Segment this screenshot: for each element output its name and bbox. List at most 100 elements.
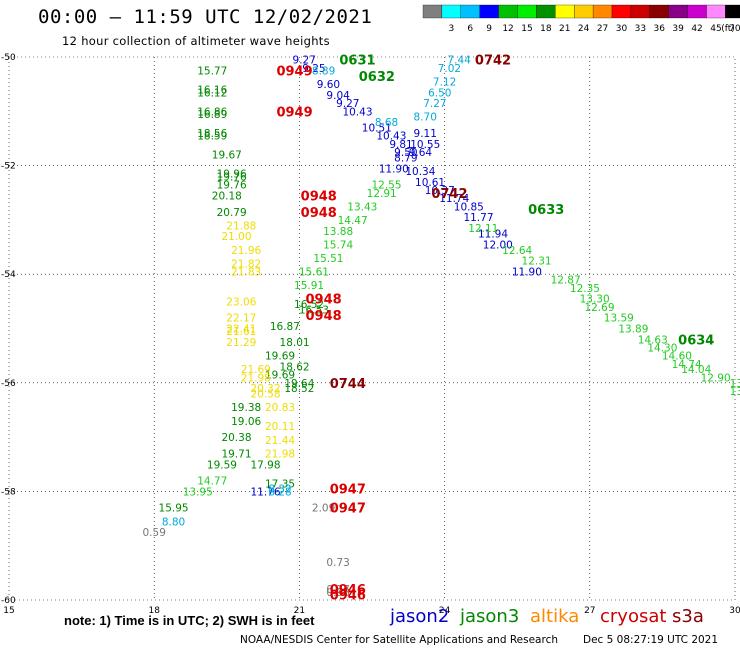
data-point-label: 18.59 <box>197 131 227 143</box>
data-point-label: 13.89 <box>618 324 648 336</box>
pass-time-label: 0631 <box>339 54 375 69</box>
chart-subtitle: 12 hour collection of altimeter wave hei… <box>62 34 330 48</box>
data-point-label: 9.04 <box>326 90 350 102</box>
data-point-label: 11.94 <box>478 228 508 240</box>
pass-time-label: 0742 <box>475 54 511 69</box>
data-point-label: 21.96 <box>231 245 261 257</box>
data-point-label: 12.31 <box>522 256 552 268</box>
data-point-label: 12.91 <box>367 188 397 200</box>
data-point-label: 21.82 <box>231 258 261 270</box>
colorbar-bin <box>706 4 726 19</box>
data-point-label: 13.95 <box>183 486 213 498</box>
data-point-label: 19.96 <box>217 169 247 181</box>
data-point-label: 21.29 <box>226 337 256 349</box>
data-point-label: 12.35 <box>570 283 600 295</box>
colorbar-bin <box>630 4 650 19</box>
pass-time-label: 0633 <box>528 203 564 218</box>
data-point-label: 21.44 <box>265 435 295 447</box>
data-point-label: 10.61 <box>415 177 445 189</box>
data-point-label: 19.06 <box>231 416 261 428</box>
pass-time-label: 0634 <box>678 333 714 348</box>
data-point-label: 7.02 <box>438 63 461 75</box>
data-point-label: 14.30 <box>647 343 677 355</box>
footnote: note: 1) Time is in UTC; 2) SWH is in fe… <box>64 613 315 628</box>
data-point-label: 13.88 <box>323 226 353 238</box>
colorbar-label: 27 <box>597 24 608 34</box>
data-point-label: 12.90 <box>701 372 731 384</box>
colorbar: 3 6 9 12 15 18 21 24 27 30 33 36 39 42 45 70(ft) <box>422 4 740 34</box>
data-point-label: 20.32 <box>250 383 280 395</box>
pass-time-label: 0947 <box>330 483 366 498</box>
data-point-label: 23.06 <box>226 296 256 308</box>
data-point-label: 15.95 <box>159 503 189 515</box>
data-point-label: 8.80 <box>162 516 185 528</box>
legend-jason3: jason3 <box>460 606 520 627</box>
data-point-label: 19.64 <box>284 378 314 390</box>
data-point-label: 16.86 <box>197 106 227 118</box>
colorbar-label: 3 <box>448 24 454 34</box>
colorbar-label: 12 <box>502 24 513 34</box>
x-tick-label: 15 <box>3 606 14 616</box>
data-point-label: 20.11 <box>265 421 295 433</box>
colorbar-label: 18 <box>540 24 552 34</box>
legend-jason2: jason2 <box>390 606 450 627</box>
data-point-label: 12.00 <box>483 239 513 251</box>
colorbar-label: 39 <box>672 24 684 34</box>
data-point-label: 14.60 <box>662 351 692 363</box>
data-point-label: 10.34 <box>405 166 435 178</box>
data-point-label: 14.47 <box>338 215 368 227</box>
plot-frame <box>8 56 736 601</box>
pass-time-label: 0946 <box>330 583 366 598</box>
data-point-label: 21.98 <box>265 448 295 460</box>
data-point-label: 20.58 <box>250 389 280 401</box>
colorbar-label: 70 <box>729 24 740 34</box>
data-point-label: 19.59 <box>207 459 237 471</box>
pass-time-label: 0744 <box>330 377 366 392</box>
data-point-label: 15.91 <box>294 280 324 292</box>
chart-title: 00:00 – 11:59 UTC 12/02/2021 <box>38 6 373 28</box>
data-point-label: 11.76 <box>250 486 280 498</box>
axis-frame <box>8 56 736 601</box>
data-point-label: 17.98 <box>250 459 280 471</box>
colorbar-label: 24 <box>578 24 590 34</box>
data-point-label: 16.16 <box>197 85 227 97</box>
data-point-label: 20.83 <box>265 402 295 414</box>
data-point-label: 19.76 <box>217 171 247 183</box>
data-labels: 9.279.259.609.049.2710.4310.5110.439.819… <box>143 55 740 599</box>
footer-credit: NOAA/NESDIS Center for Satellite Applica… <box>240 634 558 646</box>
y-tick-label: -58 <box>1 487 16 497</box>
data-point-label: 21.61 <box>226 326 256 338</box>
data-point-label: 18.52 <box>284 383 314 395</box>
colorbar-bin <box>441 4 461 19</box>
data-point-label: 7.27 <box>423 98 446 110</box>
data-point-label: 21.98 <box>241 372 271 384</box>
data-point-label: 9.50 <box>394 147 417 159</box>
data-point-label: 12.69 <box>584 302 614 314</box>
data-point-label: 14.63 <box>638 334 668 346</box>
colorbar-bin <box>498 4 518 19</box>
data-point-label: 9.25 <box>302 63 325 75</box>
data-point-label: 0.59 <box>143 527 166 539</box>
data-point-label: 8.70 <box>414 112 437 124</box>
colorbar-bin <box>574 4 594 19</box>
data-point-label: 8.28 <box>268 486 291 498</box>
data-point-label: 9.27 <box>336 98 359 110</box>
data-point-label: 8.32 <box>268 484 291 496</box>
data-point-label: 16.53 <box>299 304 329 316</box>
data-point-label: 18.56 <box>197 128 227 140</box>
axis-ticks: 15 18 21 24 27 30 -50 -52 -54 -56 -58 -60 <box>1 53 740 616</box>
data-point-label: 6.50 <box>428 87 451 99</box>
y-tick-label: -54 <box>1 270 16 280</box>
data-point-label: 11.74 <box>439 193 469 205</box>
colorbar-label: 30 <box>616 24 628 34</box>
x-tick-label: 30 <box>729 606 740 616</box>
y-tick-label: -60 <box>1 596 16 606</box>
data-point-label: 13.59 <box>730 378 740 390</box>
pass-labels: 0631063209490949074207420633063409480948… <box>276 54 714 604</box>
colorbar-bin <box>592 4 613 19</box>
data-point-label: 14.77 <box>197 476 227 488</box>
data-point-label: 22.41 <box>226 324 256 336</box>
data-point-label: 11.90 <box>512 266 542 278</box>
pass-time-label: 0742 <box>431 187 467 202</box>
x-tick-label: 21 <box>294 606 305 616</box>
